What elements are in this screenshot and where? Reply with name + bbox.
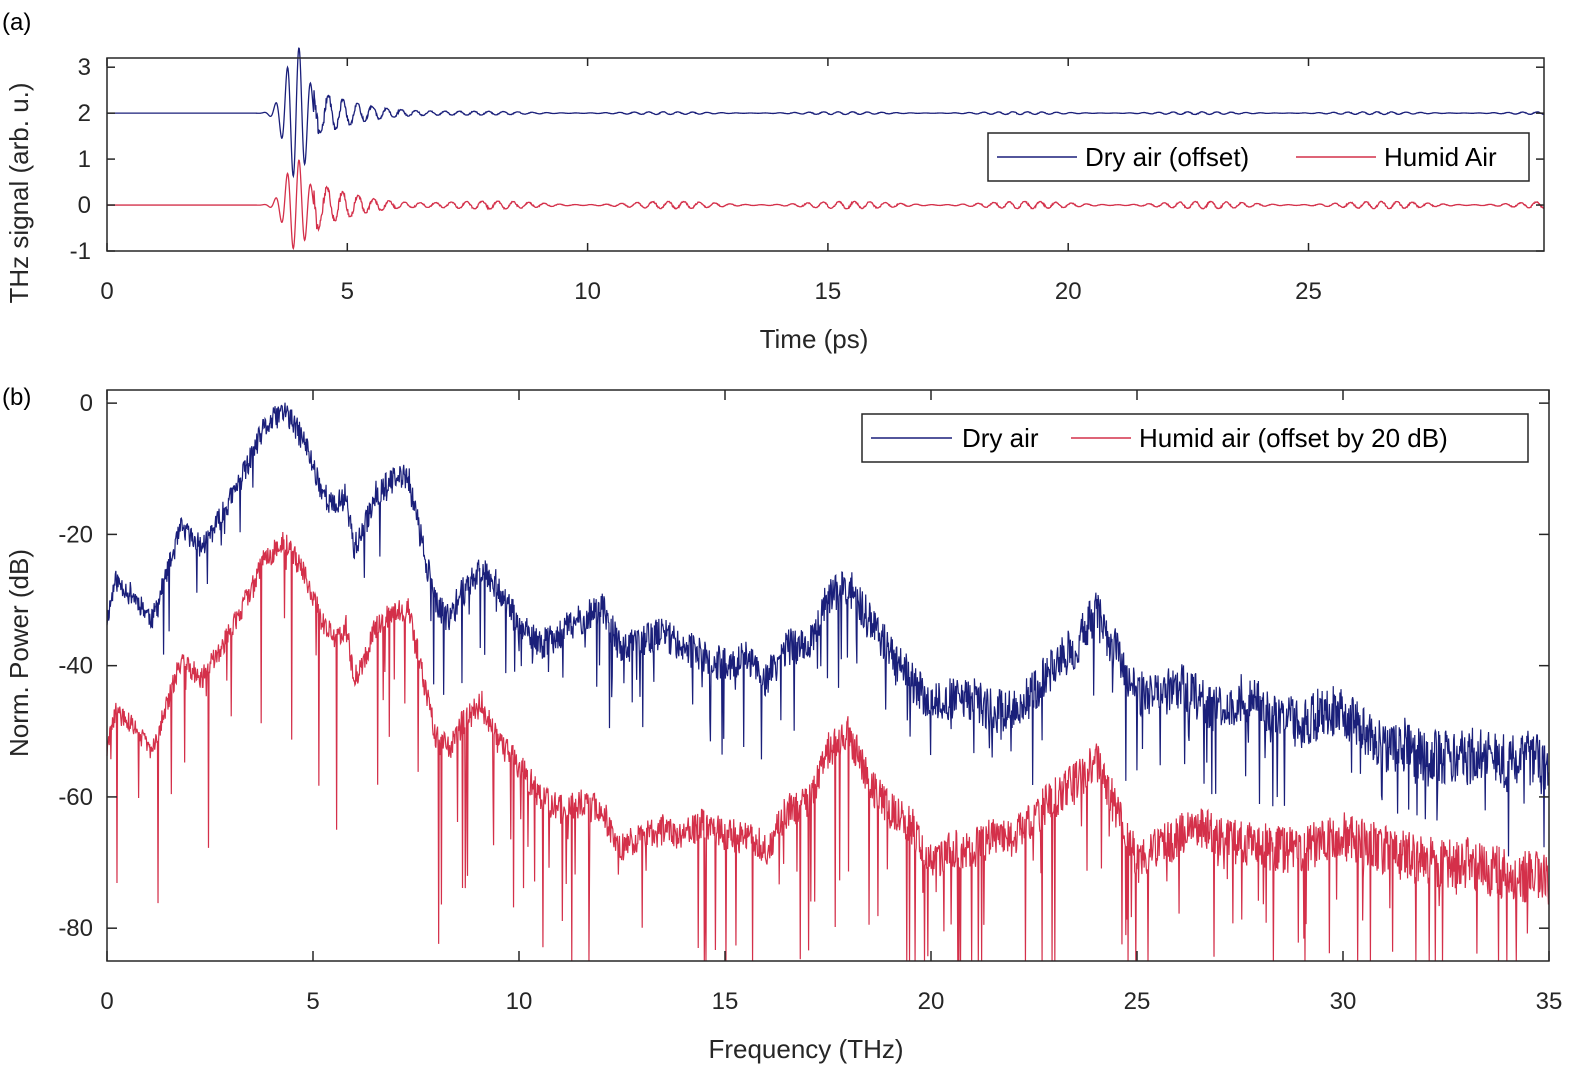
panel-b-x-tick-label: 15 (712, 988, 739, 1015)
panel-a-y-tick-label: 0 (78, 192, 91, 219)
panel-a-x-tick-label: 20 (1055, 278, 1082, 305)
panel-a-legend-label-dry: Dry air (offset) (1085, 142, 1249, 172)
panel-a-x-tick-label: 15 (815, 278, 842, 305)
panel-b-x-tick-label: 0 (100, 988, 113, 1015)
panel-a-axes-box (106, 57, 1545, 252)
panel-a-label: (a) (2, 9, 31, 36)
panel-a-y-tick-label: 2 (78, 100, 91, 127)
panel-b-x-tick-label: 25 (1124, 988, 1151, 1015)
panel-b-y-tick-label: -80 (58, 915, 93, 942)
panel-b-label: (b) (2, 384, 31, 411)
panel-a-y-tick-label: -1 (70, 238, 91, 265)
panel-b-axes-box (106, 389, 1550, 962)
panel-b-x-tick-label: 10 (506, 988, 533, 1015)
panel-b-x-tick-label: 20 (918, 988, 945, 1015)
panel-b-x-tick-label: 30 (1330, 988, 1357, 1015)
panel-b-y-ticks: 0 -20 -40 -60 -80 (58, 390, 1549, 942)
panel-a-y-tick-label: 3 (78, 54, 91, 81)
panel-a-x-tick-label: 0 (100, 278, 113, 305)
panel-a-series-humid-line (107, 159, 1545, 251)
panel-a-y-ticks: -1 0 1 2 3 (70, 54, 1544, 265)
panel-b-legend-box (861, 413, 1529, 463)
panel-a-legend: Dry air (offset) Humid Air (987, 132, 1530, 182)
panel-b-y-tick-label: -40 (58, 653, 93, 680)
panel-b-y-tick-label: -60 (58, 784, 93, 811)
panel-a-x-ticks: 0 5 10 15 20 25 (100, 58, 1322, 305)
panel-b-series-dry-line (106, 402, 1550, 857)
panel-a-y-axis-label: THz signal (arb. u.) (4, 82, 34, 303)
panel-a-series-group (107, 47, 1545, 251)
panel-a-chart: 0 5 10 15 20 25 -1 0 1 2 3 Time (ps) THz signal (… (4, 47, 1545, 354)
panel-b-y-tick-label: 0 (80, 390, 93, 417)
panel-a-series-dry-line (107, 47, 1545, 179)
panel-a-legend-box (987, 132, 1530, 182)
panel-b-y-tick-label: -20 (58, 521, 93, 548)
panel-b-chart: 0 5 10 15 20 25 30 35 0 -20 -40 -60 -80 Frequency (… (4, 389, 1562, 1064)
panel-b-y-axis-label: Norm. Power (dB) (4, 549, 34, 757)
panel-b-x-ticks: 0 5 10 15 20 25 30 35 (100, 390, 1562, 1015)
panel-b-legend-label-dry: Dry air (962, 423, 1039, 453)
panel-b-legend-label-humid: Humid air (offset by 20 dB) (1139, 423, 1448, 453)
panel-a-legend-label-humid: Humid Air (1384, 142, 1497, 172)
panel-b-series-group (106, 402, 1550, 962)
panel-a-x-tick-label: 5 (341, 278, 354, 305)
panel-a-x-axis-label: Time (ps) (760, 324, 869, 354)
panel-b-x-tick-label: 5 (306, 988, 319, 1015)
panel-a-y-tick-label: 1 (78, 146, 91, 173)
panel-b-series-humid-line (106, 532, 1550, 962)
panel-b-legend: Dry air Humid air (offset by 20 dB) (861, 413, 1529, 463)
panel-b-x-tick-label: 35 (1536, 988, 1563, 1015)
panel-b-x-axis-label: Frequency (THz) (708, 1034, 903, 1064)
panel-a-x-tick-label: 10 (574, 278, 601, 305)
panel-a-x-tick-label: 25 (1295, 278, 1322, 305)
